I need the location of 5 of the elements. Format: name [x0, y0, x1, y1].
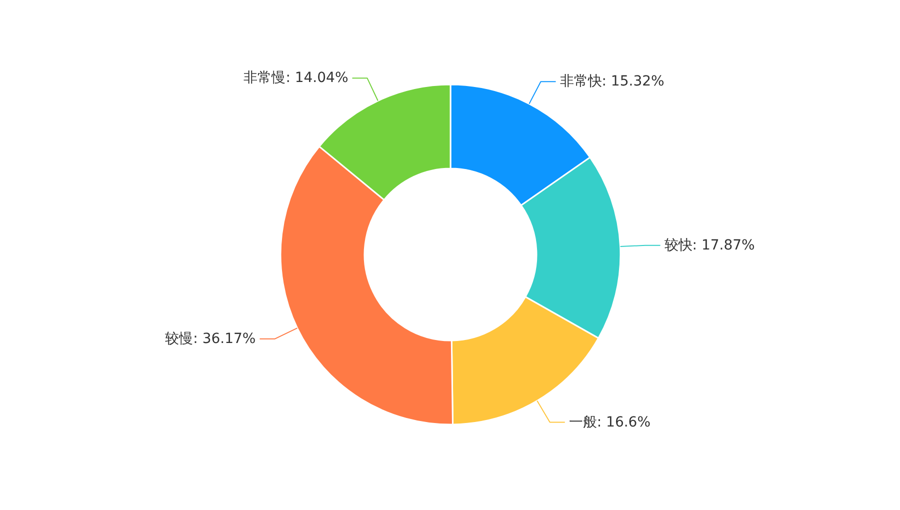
slice-label: 一般: 16.6%	[568, 414, 651, 430]
slice-label: 非常慢: 14.04%	[244, 70, 348, 86]
slice-label: 较慢: 36.17%	[165, 330, 256, 347]
slice-label: 非常快: 15.32%	[560, 74, 664, 90]
slice-label: 较快: 17.87%	[664, 237, 755, 254]
